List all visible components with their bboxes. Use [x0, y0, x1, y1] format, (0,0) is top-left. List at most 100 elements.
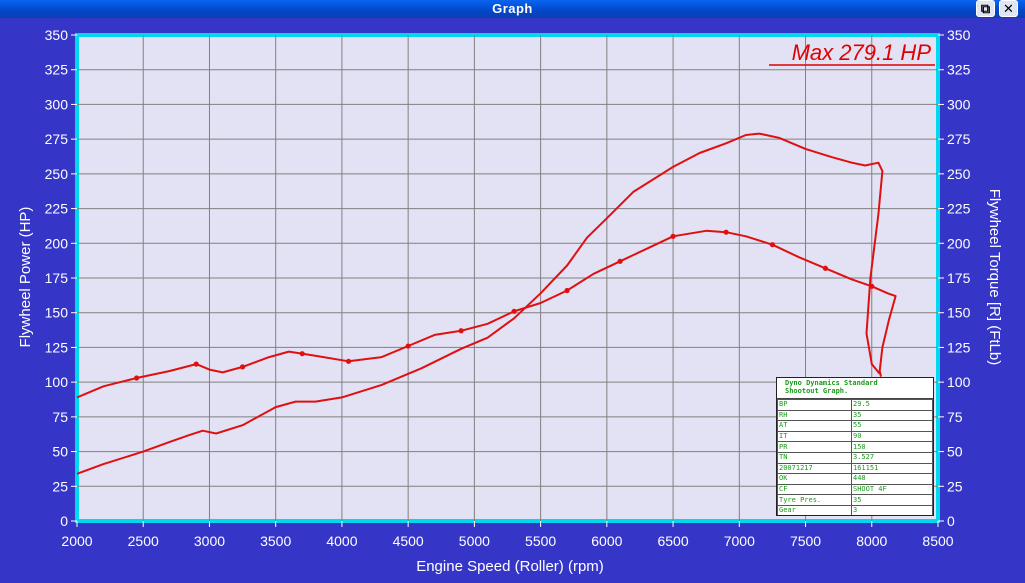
torque-marker [511, 308, 517, 314]
curve-torque [76, 229, 897, 399]
info-row: PR 150 [777, 441, 933, 453]
y-tick-label: 150 [45, 305, 69, 321]
y2-tick-label: 175 [947, 270, 971, 286]
info-value: 448 [851, 473, 933, 485]
y-tick-label: 175 [45, 270, 69, 286]
y-tick-label: 275 [45, 131, 69, 147]
test-parameters-box: Dyno Dynamics Standard Shootout Graph. B… [776, 377, 934, 516]
torque-marker [299, 351, 305, 357]
info-value: 35 [851, 494, 933, 506]
torque-marker [822, 265, 829, 271]
x-tick-label: 2500 [128, 533, 159, 549]
y-tick-label: 50 [52, 444, 68, 460]
info-key: BP [777, 399, 852, 411]
info-key: IT [777, 430, 852, 443]
info-row: CF SHOOT 4F [777, 483, 933, 496]
torque-marker [670, 233, 676, 239]
y2-tick-label: 150 [947, 305, 971, 321]
y-tick-label: 25 [52, 478, 68, 494]
torque-marker [193, 361, 199, 367]
curves [76, 132, 897, 475]
torque-marker [869, 283, 875, 289]
y2-tick-label: 250 [947, 166, 971, 182]
info-value: 150 [851, 441, 933, 453]
x-tick-label: 3500 [260, 533, 291, 549]
torque-marker [345, 358, 352, 364]
x-tick-label: 5500 [525, 533, 556, 549]
info-row: 20071217 161151 [777, 462, 933, 475]
y-tick-label: 225 [45, 201, 69, 217]
x-tick-label: 8500 [922, 533, 953, 549]
torque-marker [405, 343, 411, 349]
info-value: 55 [851, 420, 933, 432]
info-key: AT [777, 420, 852, 432]
y2-tick-label: 100 [947, 374, 971, 390]
y-axis-title: Flywheel Power (HP) [17, 207, 34, 348]
y-tick-label: 125 [45, 339, 69, 355]
y-tick-label: 325 [45, 62, 69, 78]
info-key: TN [777, 451, 852, 464]
torque-marker [564, 287, 570, 294]
info-box-header: Dyno Dynamics Standard Shootout Graph. [777, 378, 933, 399]
y2-tick-label: 125 [947, 339, 971, 355]
y2-tick-label: 200 [947, 235, 971, 251]
info-key: PR [777, 441, 852, 453]
y-tick-label: 200 [45, 235, 69, 251]
x-axis-title: Engine Speed (Roller) (rpm) [416, 558, 604, 575]
info-value: 3 [851, 504, 933, 515]
max-power-label: Max 279.1 HP [792, 40, 932, 65]
curve-power [76, 132, 884, 475]
info-row: TN 3.527 [777, 451, 933, 464]
torque-marker [769, 242, 776, 248]
info-key: RH [777, 409, 852, 422]
info-value: 90 [851, 430, 933, 443]
info-row: IT 90 [777, 430, 933, 443]
y2-tick-label: 50 [947, 444, 963, 460]
torque-marker [134, 375, 140, 381]
info-key: OK [777, 473, 852, 485]
x-tick-label: 5000 [459, 533, 490, 549]
torque-marker [239, 364, 246, 370]
x-tick-label: 7000 [724, 533, 755, 549]
info-value: SHOOT 4F [851, 483, 933, 496]
x-tick-label: 3000 [194, 533, 225, 549]
info-key: Tyre Pres. [777, 494, 852, 506]
y2-axis-title: Flywheel Torque [R] (FtLb) [986, 189, 1003, 365]
y2-tick-label: 225 [947, 201, 971, 217]
info-row: RH 35 [777, 409, 933, 422]
y-tick-label: 250 [45, 166, 69, 182]
y2-tick-label: 25 [947, 478, 963, 494]
y2-tick-labels: 0 25 50 75 100 125 150 175 200 225 250 275 300 325 350 [938, 27, 971, 529]
info-value: 161151 [851, 462, 933, 475]
x-tick-label: 6000 [591, 533, 622, 549]
info-row: OK 448 [777, 473, 933, 485]
title-bar[interactable]: Graph ⧉ ✕ [0, 0, 1025, 18]
x-tick-label: 8000 [856, 533, 887, 549]
y-tick-label: 350 [45, 27, 69, 43]
y-tick-label: 75 [52, 409, 68, 425]
x-tick-label: 2000 [61, 533, 92, 549]
y-tick-labels: 0 25 50 75 100 125 150 175 200 225 250 275 300 325 350 [45, 27, 77, 529]
y2-tick-label: 75 [947, 409, 963, 425]
info-row: Gear 3 [777, 504, 933, 515]
close-icon[interactable]: ✕ [999, 0, 1018, 17]
torque-marker [723, 229, 729, 235]
info-row: Tyre Pres. 35 [777, 494, 933, 506]
info-row: BP 29.5 [777, 399, 933, 411]
info-key: 20071217 [777, 462, 852, 475]
info-value: 29.5 [851, 399, 933, 411]
window-title: Graph [492, 1, 533, 16]
x-tick-labels: 2000 2500 3000 3500 4000 4500 5000 5500 6000 6500… [61, 521, 954, 549]
torque-marker [458, 328, 464, 334]
y2-tick-label: 350 [947, 27, 971, 43]
y2-tick-label: 275 [947, 131, 971, 147]
y-tick-label: 0 [60, 513, 68, 529]
info-row: AT 55 [777, 420, 933, 432]
restore-icon[interactable]: ⧉ [976, 0, 995, 17]
y2-tick-label: 325 [947, 62, 971, 78]
x-tick-label: 6500 [657, 533, 688, 549]
y-tick-label: 100 [45, 374, 69, 390]
y-tick-label: 300 [45, 96, 69, 112]
info-value: 3.527 [851, 451, 933, 464]
